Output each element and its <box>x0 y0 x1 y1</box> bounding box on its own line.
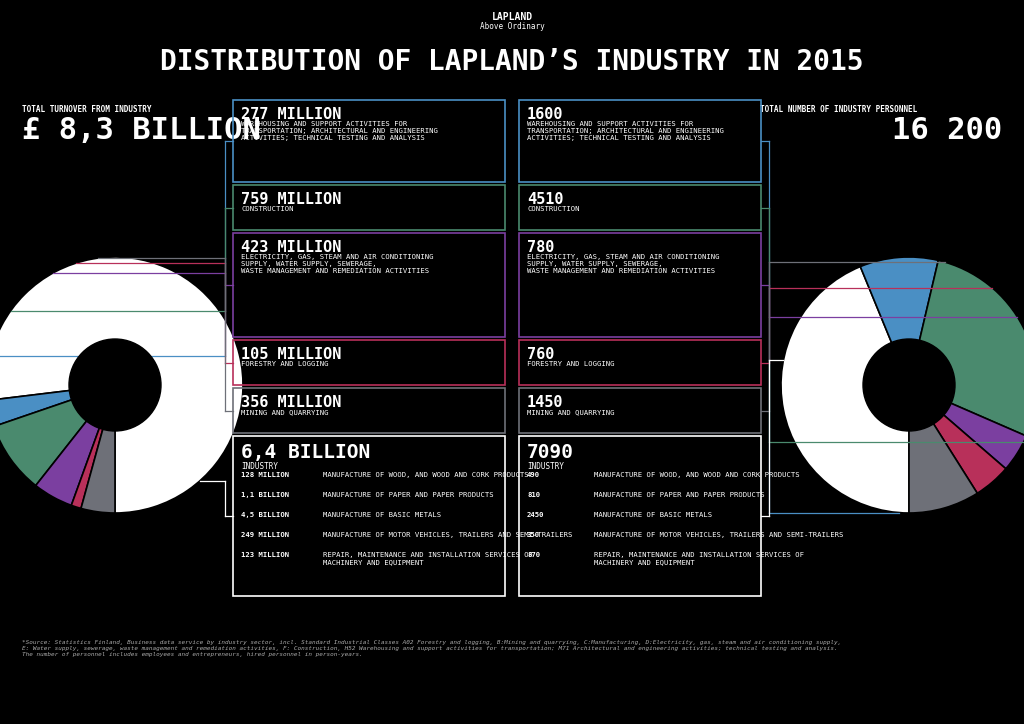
Text: 350: 350 <box>527 532 540 538</box>
Wedge shape <box>781 266 909 513</box>
Bar <box>233 388 505 433</box>
Text: 105 MILLION: 105 MILLION <box>241 347 341 362</box>
Wedge shape <box>909 385 1006 493</box>
Text: DISTRIBUTION OF LAPLAND’S INDUSTRY IN 2015: DISTRIBUTION OF LAPLAND’S INDUSTRY IN 20… <box>160 48 864 76</box>
Text: LAPLAND: LAPLAND <box>492 12 532 22</box>
Text: MANUFACTURE OF PAPER AND PAPER PRODUCTS: MANUFACTURE OF PAPER AND PAPER PRODUCTS <box>323 492 494 498</box>
Text: INDUSTRY: INDUSTRY <box>527 462 564 471</box>
Circle shape <box>69 339 161 431</box>
Text: MANUFACTURE OF MOTOR VEHICLES, TRAILERS AND SEMI-TRAILERS: MANUFACTURE OF MOTOR VEHICLES, TRAILERS … <box>323 532 572 538</box>
Wedge shape <box>909 261 1024 436</box>
Text: MANUFACTURE OF WOOD, AND WOOD AND CORK PRODUCTS: MANUFACTURE OF WOOD, AND WOOD AND CORK P… <box>323 472 528 478</box>
Text: 870: 870 <box>527 552 540 558</box>
Text: WAREHOUSING AND SUPPORT ACTIVITIES FOR
TRANSPORTATION; ARCHITECTURAL AND ENGINEE: WAREHOUSING AND SUPPORT ACTIVITIES FOR T… <box>241 121 438 141</box>
Bar <box>519 388 761 433</box>
Text: 810: 810 <box>527 492 540 498</box>
Text: MANUFACTURE OF PAPER AND PAPER PRODUCTS: MANUFACTURE OF PAPER AND PAPER PRODUCTS <box>594 492 765 498</box>
Text: MANUFACTURE OF MOTOR VEHICLES, TRAILERS AND SEMI-TRAILERS: MANUFACTURE OF MOTOR VEHICLES, TRAILERS … <box>594 532 844 538</box>
Text: 6,4 BILLION: 6,4 BILLION <box>241 443 371 462</box>
Text: 356 MILLION: 356 MILLION <box>241 395 341 410</box>
Text: FORESTRY AND LOGGING: FORESTRY AND LOGGING <box>527 361 614 367</box>
Bar <box>233 340 505 385</box>
Text: MINING AND QUARRYING: MINING AND QUARRYING <box>527 409 614 415</box>
Bar <box>519 100 761 182</box>
Text: *Source: Statistics Finland, Business data service by industry sector, incl. Sta: *Source: Statistics Finland, Business da… <box>22 640 842 657</box>
Bar <box>519 185 761 230</box>
Wedge shape <box>81 385 115 513</box>
Text: CONSTRUCTION: CONSTRUCTION <box>527 206 580 212</box>
Text: 123 MILLION: 123 MILLION <box>241 552 289 558</box>
Text: 4,5 BILLION: 4,5 BILLION <box>241 512 289 518</box>
Bar <box>519 340 761 385</box>
Text: 780: 780 <box>527 240 554 255</box>
Text: TOTAL NUMBER OF INDUSTRY PERSONNEL: TOTAL NUMBER OF INDUSTRY PERSONNEL <box>760 105 918 114</box>
Text: 490: 490 <box>527 472 540 478</box>
Text: MANUFACTURE OF BASIC METALS: MANUFACTURE OF BASIC METALS <box>323 512 441 518</box>
Text: MINING AND QUARRYING: MINING AND QUARRYING <box>241 409 329 415</box>
Wedge shape <box>72 385 115 508</box>
Text: Above Ordinary: Above Ordinary <box>479 22 545 31</box>
Text: 760: 760 <box>527 347 554 362</box>
Text: REPAIR, MAINTENANCE AND INSTALLATION SERVICES OF
MACHINERY AND EQUIPMENT: REPAIR, MAINTENANCE AND INSTALLATION SER… <box>594 552 804 565</box>
Bar <box>519 436 761 596</box>
Wedge shape <box>36 385 115 505</box>
Text: INDUSTRY: INDUSTRY <box>241 462 278 471</box>
Text: 4510: 4510 <box>527 192 563 207</box>
Text: 1,1 BILLION: 1,1 BILLION <box>241 492 289 498</box>
Wedge shape <box>0 385 115 426</box>
Text: ELECTRICITY, GAS, STEAM AND AIR CONDITIONING
SUPPLY, WATER SUPPLY, SEWERAGE,
WAS: ELECTRICITY, GAS, STEAM AND AIR CONDITIO… <box>241 254 433 274</box>
Text: REPAIR, MAINTENANCE AND INSTALLATION SERVICES OF
MACHINERY AND EQUIPMENT: REPAIR, MAINTENANCE AND INSTALLATION SER… <box>323 552 534 565</box>
Bar <box>233 100 505 182</box>
Text: 7090: 7090 <box>527 443 574 462</box>
Text: 128 MILLION: 128 MILLION <box>241 472 289 478</box>
Bar <box>233 233 505 337</box>
Text: MANUFACTURE OF WOOD, AND WOOD AND CORK PRODUCTS: MANUFACTURE OF WOOD, AND WOOD AND CORK P… <box>594 472 800 478</box>
Text: 759 MILLION: 759 MILLION <box>241 192 341 207</box>
Text: CONSTRUCTION: CONSTRUCTION <box>241 206 294 212</box>
Text: £ 8,3 BILLION: £ 8,3 BILLION <box>22 116 261 145</box>
Bar <box>233 436 505 596</box>
Wedge shape <box>860 257 938 385</box>
Bar <box>233 185 505 230</box>
Text: ELECTRICITY, GAS, STEAM AND AIR CONDITIONING
SUPPLY, WATER SUPPLY, SEWERAGE,
WAS: ELECTRICITY, GAS, STEAM AND AIR CONDITIO… <box>527 254 720 274</box>
Text: 1450: 1450 <box>527 395 563 410</box>
Bar <box>519 233 761 337</box>
Text: 1600: 1600 <box>527 107 563 122</box>
Wedge shape <box>0 257 243 513</box>
Wedge shape <box>909 385 977 513</box>
Text: TOTAL TURNOVER FROM INDUSTRY: TOTAL TURNOVER FROM INDUSTRY <box>22 105 152 114</box>
Text: 2450: 2450 <box>527 512 545 518</box>
Text: FORESTRY AND LOGGING: FORESTRY AND LOGGING <box>241 361 329 367</box>
Text: 423 MILLION: 423 MILLION <box>241 240 341 255</box>
Circle shape <box>863 339 955 431</box>
Text: 277 MILLION: 277 MILLION <box>241 107 341 122</box>
Text: WAREHOUSING AND SUPPORT ACTIVITIES FOR
TRANSPORTATION; ARCHITECTURAL AND ENGINEE: WAREHOUSING AND SUPPORT ACTIVITIES FOR T… <box>527 121 724 141</box>
Wedge shape <box>0 385 115 486</box>
Text: 16 200: 16 200 <box>892 116 1002 145</box>
Text: MANUFACTURE OF BASIC METALS: MANUFACTURE OF BASIC METALS <box>594 512 712 518</box>
Text: 249 MILLION: 249 MILLION <box>241 532 289 538</box>
Wedge shape <box>909 385 1024 468</box>
